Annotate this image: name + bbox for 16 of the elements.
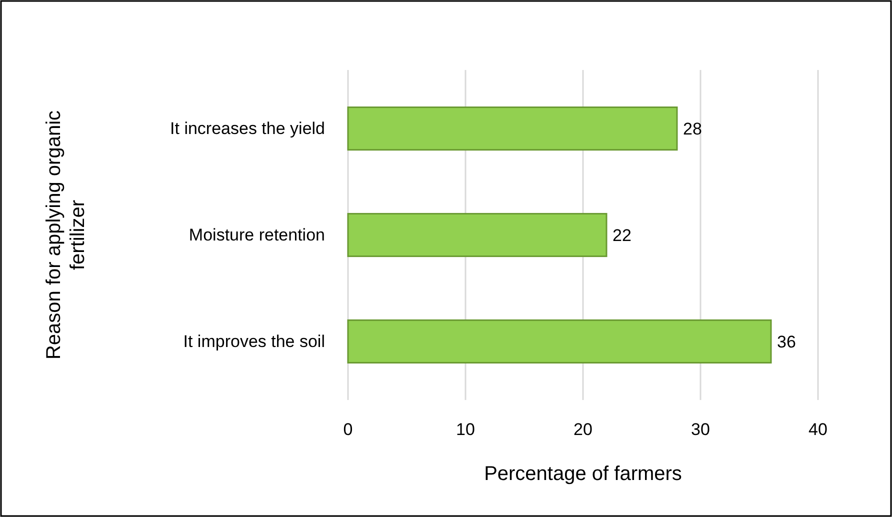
bar bbox=[347, 106, 678, 151]
x-axis-title: Percentage of farmers bbox=[484, 463, 682, 485]
y-axis-title: Reason for applying organic fertilizer bbox=[43, 110, 89, 360]
y-tick-label: Moisture retention bbox=[188, 225, 325, 244]
x-tick-label: 40 bbox=[808, 420, 828, 440]
x-tick-label: 20 bbox=[574, 420, 592, 440]
y-tick-label: It improves the soil bbox=[183, 332, 325, 351]
bar bbox=[347, 212, 608, 258]
data-label: 36 bbox=[777, 332, 796, 352]
data-label: 28 bbox=[683, 120, 702, 138]
bar bbox=[347, 319, 772, 364]
x-tick-label: 0 bbox=[343, 420, 353, 440]
x-tick-label: 10 bbox=[456, 420, 475, 440]
x-tick-label: 30 bbox=[691, 420, 710, 440]
y-tick-label: It increases the yield bbox=[170, 118, 325, 138]
data-label: 22 bbox=[612, 226, 632, 245]
